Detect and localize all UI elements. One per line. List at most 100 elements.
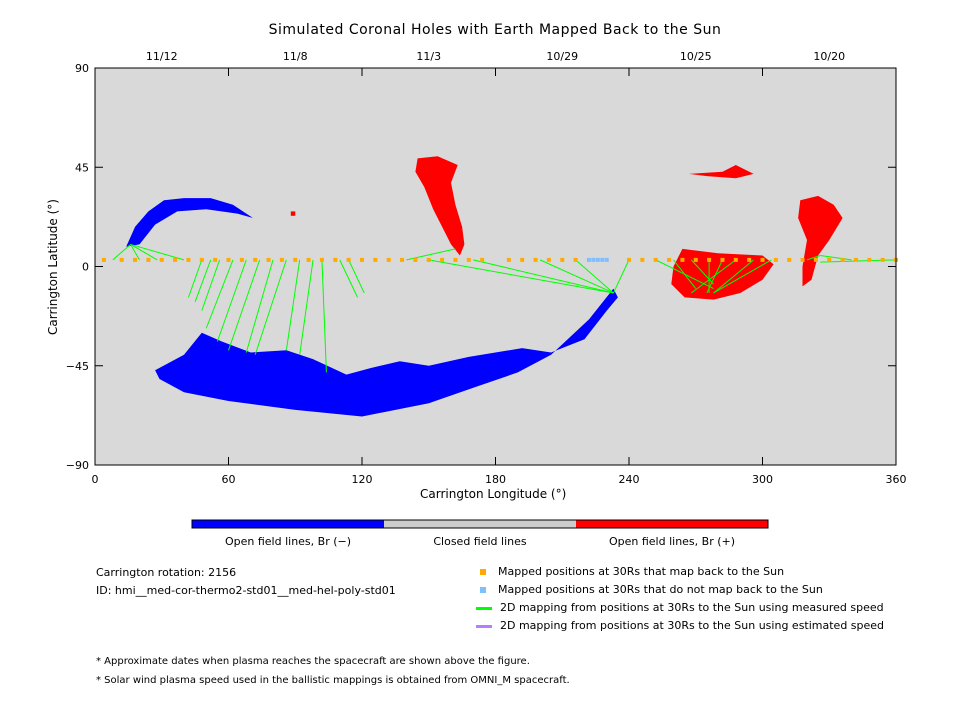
colorbar-segment	[384, 520, 576, 528]
not-mapped-point	[586, 257, 591, 262]
mapped-point	[386, 257, 391, 262]
mapped-point	[239, 257, 244, 262]
mapped-point	[533, 257, 538, 262]
coronal-hole-positive	[290, 211, 296, 216]
colorbar-segment	[576, 520, 768, 528]
y-tick-label: −90	[66, 459, 89, 472]
not-mapped-square-icon	[480, 587, 486, 593]
mapping-line	[820, 254, 852, 261]
mapping-line	[428, 259, 614, 294]
legend-item-mapped: Mapped positions at 30Rs that map back t…	[476, 565, 784, 583]
colorbar-label-negative: Open field lines, Br (−)	[224, 535, 352, 548]
x-axis-label: Carrington Longitude (°)	[420, 487, 567, 501]
mapping-line	[299, 259, 314, 355]
mapped-point	[680, 257, 685, 262]
mapping-line	[205, 259, 234, 329]
mapping-line	[228, 259, 261, 351]
mapping-line	[348, 259, 365, 294]
mapping-line	[713, 259, 772, 294]
mapped-point	[546, 257, 551, 262]
date-tick-label: 10/29	[546, 50, 578, 63]
mapped-point	[373, 257, 378, 262]
x-tick-label: 240	[619, 473, 640, 486]
mapping-line	[112, 244, 131, 261]
mapped-point	[253, 257, 258, 262]
mapped-point	[466, 257, 471, 262]
legend-item-measured: 2D mapping from positions at 30Rs to the…	[476, 601, 884, 619]
mapped-point	[319, 257, 324, 262]
y-tick-label: 45	[75, 161, 89, 174]
not-mapped-point	[604, 257, 609, 262]
date-tick-label: 11/8	[283, 50, 308, 63]
mapped-point	[827, 257, 832, 262]
mapped-point	[733, 257, 738, 262]
mapped-point	[119, 257, 124, 262]
mapped-point	[520, 257, 525, 262]
mapped-point	[173, 257, 178, 262]
mapped-point	[146, 257, 151, 262]
mapped-point	[880, 257, 885, 262]
mapped-point	[640, 257, 645, 262]
mapped-point	[480, 257, 485, 262]
mapped-point	[133, 257, 138, 262]
mapped-point	[440, 257, 445, 262]
legend-item-estimated: 2D mapping from positions at 30Rs to the…	[476, 619, 884, 637]
mapped-point	[413, 257, 418, 262]
x-tick-label: 60	[222, 473, 236, 486]
mapped-point	[506, 257, 511, 262]
mapping-line	[130, 244, 140, 261]
mapping-line	[806, 254, 821, 261]
not-mapped-point	[595, 257, 600, 262]
mapping-line	[339, 259, 359, 298]
mapped-point	[279, 257, 284, 262]
mapped-point	[213, 257, 218, 262]
legend-label: Mapped positions at 30Rs that do not map…	[498, 583, 823, 596]
date-tick-label: 11/12	[146, 50, 178, 63]
coronal-hole-positive	[798, 195, 843, 287]
mapped-point	[867, 257, 872, 262]
legend-label: 2D mapping from positions at 30Rs to the…	[500, 619, 885, 632]
mapped-point	[840, 257, 845, 262]
y-tick-label: −45	[66, 360, 89, 373]
carrington-rotation: Carrington rotation: 2156	[96, 566, 237, 579]
legend-label: Mapped positions at 30Rs that map back t…	[498, 565, 785, 578]
mapped-point	[453, 257, 458, 262]
mapping-line	[539, 259, 614, 294]
x-tick-label: 0	[92, 473, 99, 486]
mapped-point	[226, 257, 231, 262]
mapping-line	[130, 243, 185, 261]
mapped-point	[773, 257, 778, 262]
mapped-point	[306, 257, 311, 262]
mapping-line	[713, 259, 754, 294]
colorbar-label-positive: Open field lines, Br (+)	[608, 535, 736, 548]
mapping-line	[691, 259, 737, 294]
mapped-point	[667, 257, 672, 262]
mapped-point	[293, 257, 298, 262]
measured-line-icon	[476, 606, 492, 610]
x-tick-label: 300	[752, 473, 773, 486]
mapped-point	[653, 257, 658, 262]
mapping-line	[473, 259, 614, 294]
footnote-dates: * Approximate dates when plasma reaches …	[96, 656, 530, 667]
mapping-line	[130, 244, 158, 261]
mapped-point	[627, 257, 631, 262]
y-axis-label: Carrington Latitude (°)	[46, 199, 60, 335]
legend-item-not-mapped: Mapped positions at 30Rs that do not map…	[476, 583, 823, 601]
mapped-point	[813, 257, 818, 262]
mapped-point	[400, 257, 405, 262]
colorbar-segment	[192, 520, 384, 528]
colorbar-label-closed: Closed field lines	[433, 535, 527, 548]
mapped-point	[720, 257, 725, 262]
date-tick-label: 11/3	[416, 50, 441, 63]
plot-background	[95, 68, 896, 465]
model-id: ID: hmi__med-cor-thermo2-std01__med-hel-…	[96, 584, 396, 597]
coronal-hole-negative	[126, 198, 253, 247]
mapped-point	[333, 257, 338, 262]
mapped-square-icon	[480, 569, 486, 575]
mapping-line	[187, 259, 203, 298]
colorbar-frame	[191, 519, 769, 529]
mapping-line	[194, 259, 212, 302]
mapping-line	[245, 259, 274, 353]
mapping-line	[612, 259, 630, 294]
